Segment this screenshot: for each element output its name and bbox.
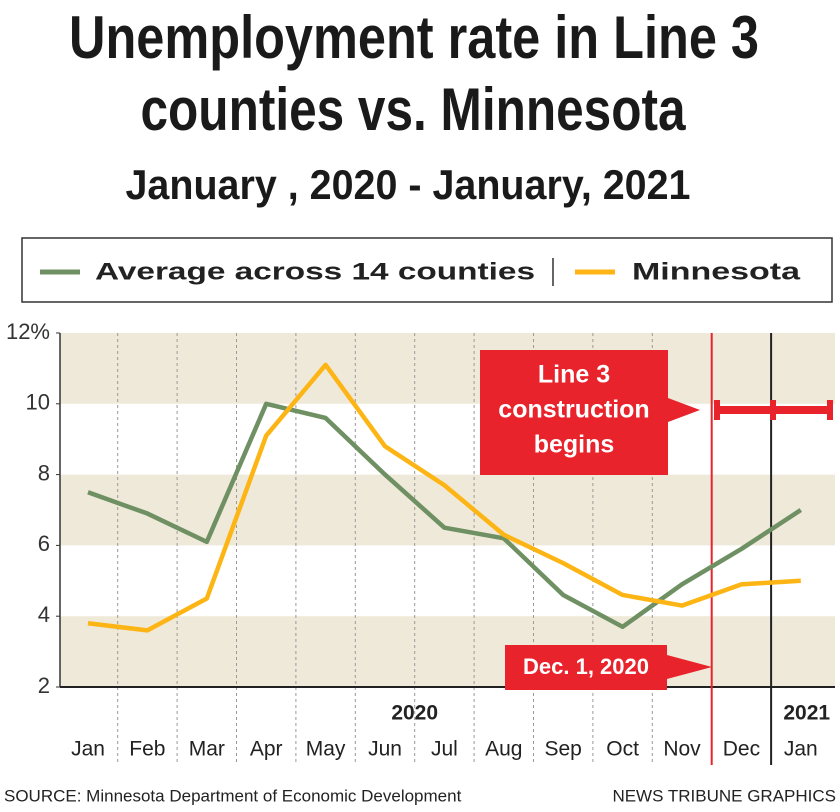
construction-cap [827,400,833,420]
x-tick-label: Nov [663,738,701,761]
annotation-box [480,350,700,475]
legend-label: Average across 14 counties [95,258,535,285]
x-tick-label: Jun [368,738,402,761]
annotation-box [505,645,712,690]
construction-cap [714,400,720,420]
construction-cap [770,400,776,420]
source: SOURCE: Minnesota Department of Economic… [4,786,462,805]
band [60,333,835,404]
annotation-text: Line 3 [538,361,610,389]
x-tick-label: Sep [545,738,582,761]
series-line [87,401,803,630]
annotation-text: begins [534,431,615,459]
annotation-text: Dec. 1, 2020 [523,654,649,679]
band [60,616,835,687]
y-tick-label: 2 [38,673,50,698]
chart-title: counties vs. Minnesota [141,76,687,143]
chart-subtitle: January , 2020 - January, 2021 [126,161,691,208]
x-tick-label: Apr [250,738,283,761]
legend-box [21,237,833,303]
x-tick-label: Feb [129,738,165,761]
series-line [87,362,801,633]
y-tick-label: 6 [38,531,50,556]
x-tick-label: Dec [723,738,760,761]
x-tick-label: Aug [485,738,522,761]
year-label: 2021 [783,702,830,725]
y-tick-label: 8 [38,460,50,485]
chart-title: Unemployment rate in Line 3 [69,4,759,71]
x-tick-label: Mar [189,738,225,761]
x-tick-label: Jan [784,738,818,761]
y-tick-label: 12% [6,319,50,344]
credit: NEWS TRIBUNE GRAPHICS [612,786,836,805]
y-tick-label: 10 [26,390,50,415]
x-tick-label: May [306,738,346,761]
y-tick-label: 4 [38,602,50,627]
x-tick-label: Jul [431,738,458,761]
x-tick-label: Oct [606,738,639,761]
annotation-text: construction [498,396,649,424]
year-label: 2020 [391,702,438,725]
x-tick-label: Jan [71,738,105,761]
legend-label: Minnesota [632,258,801,285]
